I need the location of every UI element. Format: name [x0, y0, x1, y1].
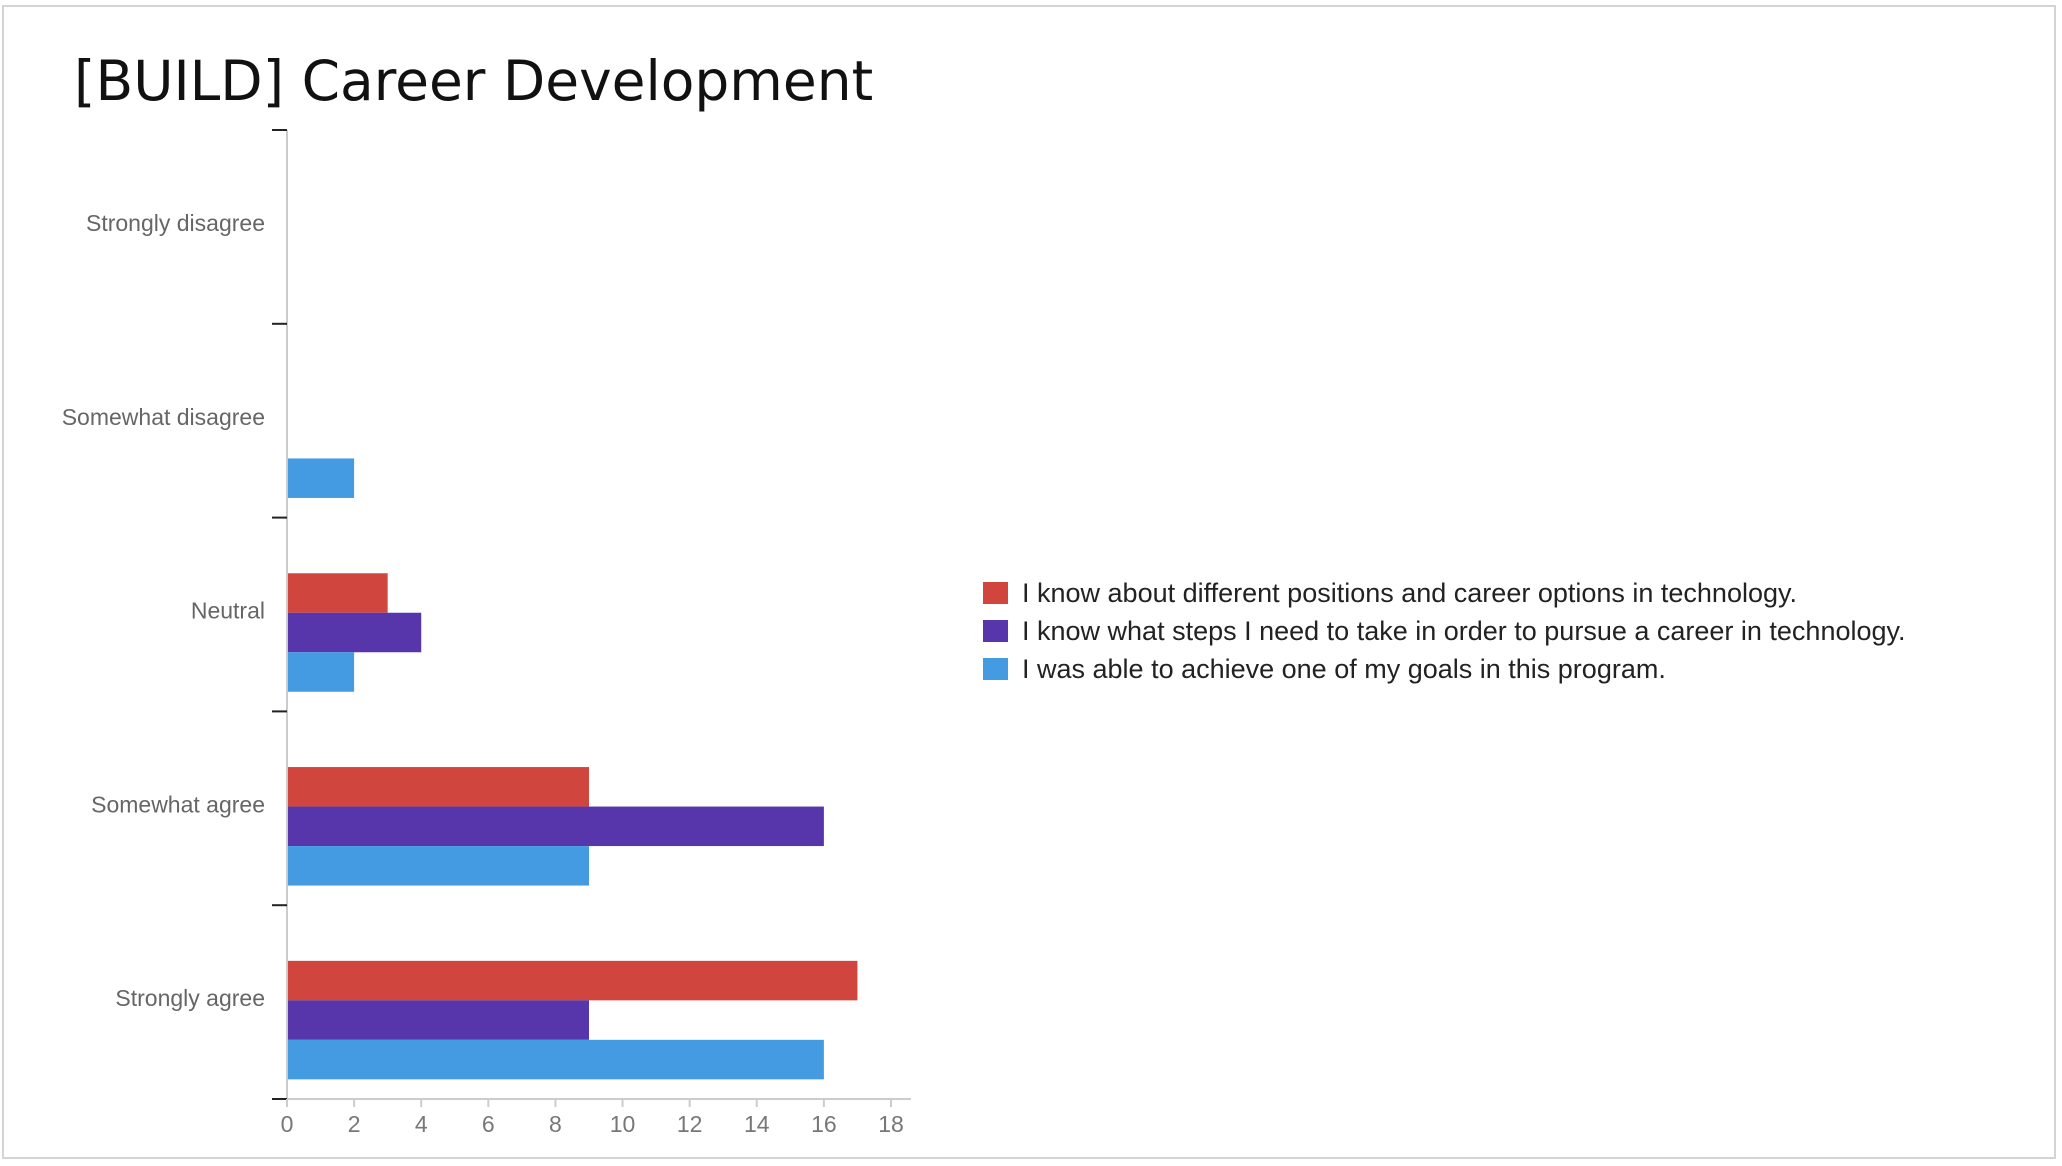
bar [288, 846, 589, 886]
legend-swatch [983, 582, 1008, 604]
y-tick-label: Somewhat disagree [62, 404, 265, 430]
x-tick-label: 8 [549, 1111, 562, 1137]
chart-legend: I know about different positions and car… [983, 574, 1906, 688]
legend-item: I know what steps I need to take in orde… [983, 612, 1906, 650]
x-tick-label: 14 [744, 1111, 770, 1137]
legend-swatch [983, 620, 1008, 642]
legend-label: I was able to achieve one of my goals in… [1022, 653, 1666, 684]
x-tick-label: 16 [811, 1111, 837, 1137]
bar [288, 960, 858, 1001]
x-tick-label: 2 [348, 1111, 361, 1137]
y-tick-label: Neutral [191, 598, 265, 624]
x-tick-label: 10 [610, 1111, 636, 1137]
y-tick-label: Strongly disagree [86, 210, 265, 236]
bar [288, 1000, 589, 1040]
bar [288, 767, 589, 807]
legend-item: I know about different positions and car… [983, 574, 1906, 612]
legend-label: I know what steps I need to take in orde… [1022, 615, 1906, 646]
y-tick-label: Strongly agree [115, 985, 265, 1011]
x-tick-label: 6 [482, 1111, 495, 1137]
bar [288, 612, 422, 653]
bar [288, 652, 355, 692]
bar [288, 1039, 824, 1080]
y-tick-label: Somewhat agree [91, 791, 265, 817]
x-tick-label: 0 [281, 1111, 294, 1137]
legend-swatch [983, 658, 1008, 680]
x-tick-label: 12 [677, 1111, 703, 1137]
x-tick-label: 4 [415, 1111, 428, 1137]
slide-title: [BUILD] Career Development [74, 49, 874, 113]
bar [288, 458, 355, 498]
legend-item: I was able to achieve one of my goals in… [983, 650, 1906, 688]
legend-label: I know about different positions and car… [1022, 577, 1797, 608]
x-tick-label: 18 [878, 1111, 904, 1137]
bar [288, 806, 824, 847]
bar [288, 573, 388, 613]
